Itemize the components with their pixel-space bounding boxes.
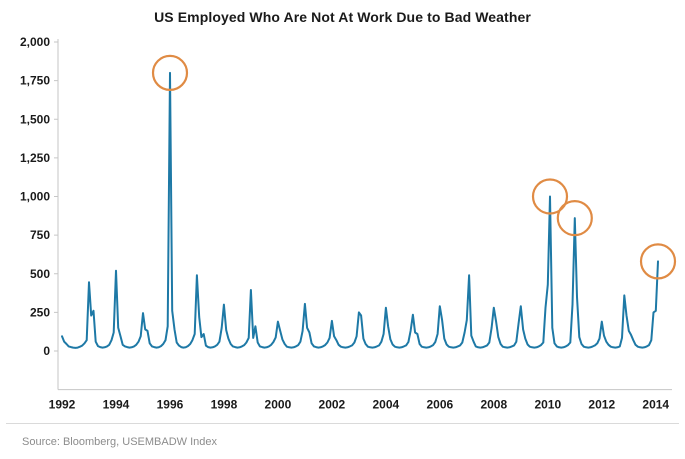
y-tick-label: 1,750	[20, 74, 50, 88]
x-tick-label: 2014	[642, 398, 669, 412]
y-tick-label: 1,000	[20, 190, 50, 204]
footer-divider	[6, 423, 679, 424]
x-tick-label: 1992	[49, 398, 76, 412]
x-tick-label: 2004	[373, 398, 400, 412]
x-tick-label: 2010	[534, 398, 561, 412]
y-tick-label: 750	[30, 228, 50, 242]
y-tick-label: 0	[43, 344, 50, 358]
source-note: Source: Bloomberg, USEMBADW Index	[22, 436, 218, 448]
y-tick-label: 1,250	[20, 151, 50, 165]
line-chart-plot-area: 0 250 500 750 1,000 1,250 1,500 1,750 2,000 1992 1…	[20, 35, 677, 412]
series-line	[61, 71, 659, 349]
annotation-circle	[531, 178, 569, 215]
x-tick-label: 1994	[103, 398, 130, 412]
x-tick-label: 1998	[211, 398, 238, 412]
y-tick-label: 250	[30, 305, 50, 319]
y-tick-label: 500	[30, 267, 50, 281]
y-tick-label: 2,000	[20, 35, 50, 49]
x-tick-label: 2000	[265, 398, 292, 412]
x-tick-label: 1996	[157, 398, 184, 412]
y-tick-label: 1,500	[20, 112, 50, 126]
annotation-circle	[639, 243, 677, 280]
annotation-circle	[151, 54, 189, 92]
chart-title: US Employed Who Are Not At Work Due to B…	[154, 9, 531, 25]
x-tick-label: 2012	[588, 398, 615, 412]
x-tick-label: 2002	[319, 398, 346, 412]
x-tick-label: 2008	[480, 398, 507, 412]
annotation-circle	[556, 200, 593, 237]
x-tick-label: 2006	[426, 398, 453, 412]
